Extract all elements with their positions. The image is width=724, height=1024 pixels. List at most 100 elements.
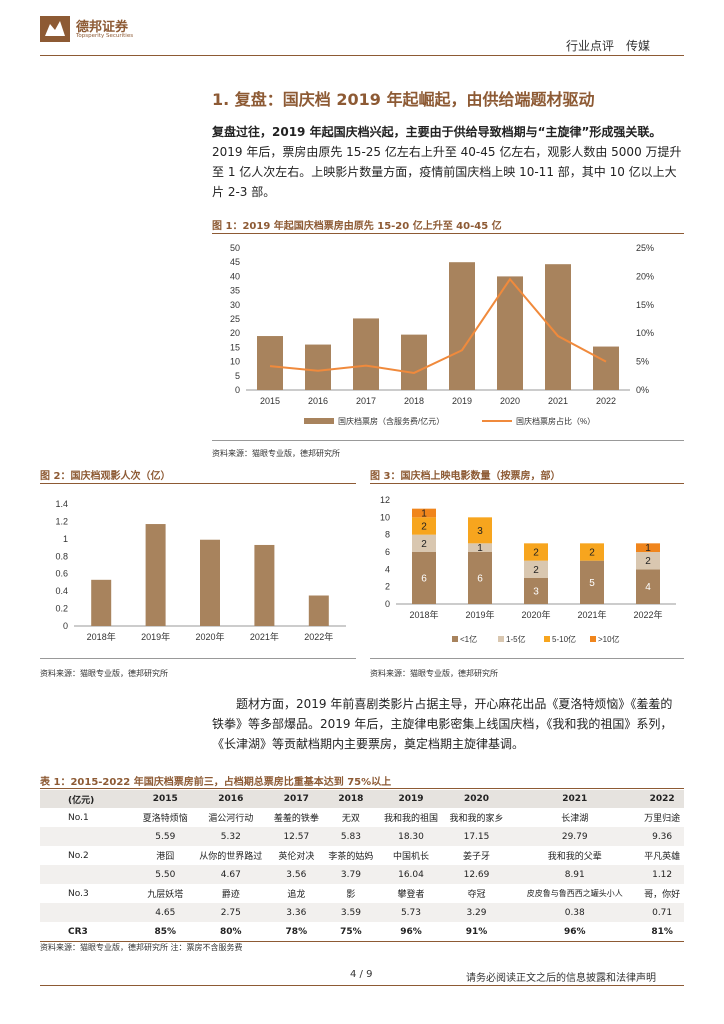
fig3-segment-label: 2 xyxy=(589,548,595,559)
fig3-y-tick-label: 0 xyxy=(385,599,390,609)
fig1-left-tick-label: 0 xyxy=(235,385,240,395)
table-cell: 91% xyxy=(465,926,488,937)
table-cell: 5.73 xyxy=(378,903,444,922)
fig3-segment-label: 3 xyxy=(533,587,539,598)
fig3-bar-segment xyxy=(412,534,436,552)
table-cell: 16.04 xyxy=(378,865,444,884)
fig1-x-tick-label: 2016 xyxy=(308,396,328,406)
table-cell: 从你的世界路过 xyxy=(199,852,263,862)
table-cell: 中国机长 xyxy=(392,852,429,862)
table-cell: 夏洛特烦恼 xyxy=(142,814,188,824)
fig3-segment-label: 2 xyxy=(421,539,427,550)
table-cell: 0.71 xyxy=(640,903,684,922)
fig2-bar xyxy=(145,524,166,626)
table-cell: 3.59 xyxy=(323,903,379,922)
fig3-legend-label: >10亿 xyxy=(598,634,620,644)
fig3-segment-label: 1 xyxy=(645,543,651,554)
fig3-bar-segment xyxy=(468,552,492,604)
fig2-bar xyxy=(254,544,275,626)
fig3-bar-segment xyxy=(636,552,660,570)
table-header-cell: 2018 xyxy=(323,790,379,808)
logo-text-en: Topsperity Securities xyxy=(76,33,134,39)
table-row-label: No.2 xyxy=(68,850,89,861)
table-header-cell: 2021 xyxy=(509,790,641,808)
fig3-segment-label: 1 xyxy=(477,543,483,554)
table-cell: 78% xyxy=(285,926,308,937)
table-cell: 姜子牙 xyxy=(462,852,490,862)
fig1-x-tick-label: 2015 xyxy=(260,396,280,406)
header-industry: 传媒 xyxy=(626,39,651,53)
fig3-legend-swatch xyxy=(498,636,504,642)
disclaimer: 请务必阅读正文之后的信息披露和法律声明 xyxy=(466,973,656,984)
header-divider xyxy=(40,55,684,56)
fig3-segment-label: 6 xyxy=(421,574,427,585)
table-cell: 皮皮鲁与鲁西西之罐头小人 xyxy=(526,888,623,898)
table-cell: 长津湖 xyxy=(561,814,589,824)
fig1-left-tick-label: 30 xyxy=(230,300,240,310)
fig3-caption-rule xyxy=(370,483,684,484)
fig2-y-tick-label: 1 xyxy=(63,534,68,544)
table-cell: 8.91 xyxy=(509,865,641,884)
table-cell: 4.65 xyxy=(138,903,193,922)
fig1-right-tick-label: 15% xyxy=(636,300,654,310)
table-cell: 我和我的祖国 xyxy=(383,814,438,824)
fig2-x-tick-label: 2022年 xyxy=(304,631,333,642)
table-row: CR3 85% 80% 78% 75% 96% 91% 96% 81% xyxy=(40,922,684,942)
table-cell: 2.75 xyxy=(192,903,270,922)
table-cell: 李茶的姑妈 xyxy=(328,852,374,862)
fig3-bar-segment xyxy=(524,560,548,578)
fig1-share-line xyxy=(269,277,607,374)
table-header-cell: 2015 xyxy=(138,790,193,808)
fig1-bar xyxy=(257,336,283,390)
table1: (亿元) 2015 2016 2017 2018 2019 2020 2021 2022 No.1… xyxy=(40,790,684,943)
fig3-y-tick-label: 4 xyxy=(385,564,390,574)
table-row-label xyxy=(40,903,138,922)
fig2-caption-rule xyxy=(40,483,356,484)
table-cell: 我和我的父辈 xyxy=(547,852,602,862)
fig2-chart: 0 0.2 0.4 0.6 0.8 1 1.2 1.4 2018年 2019年 2020年 2021年… xyxy=(55,499,346,642)
fig3-bar-segment xyxy=(412,552,436,604)
fig3-legend-swatch xyxy=(452,636,458,642)
table-header-row: (亿元) 2015 2016 2017 2018 2019 2020 2021 2022 xyxy=(40,790,684,808)
table-row-label: No.3 xyxy=(68,888,89,899)
logo xyxy=(40,16,70,42)
fig3-segment-label: 4 xyxy=(645,582,651,593)
table-header-cell: 2016 xyxy=(192,790,270,808)
table-cell: 85% xyxy=(154,926,177,937)
fig1-bar xyxy=(353,318,379,390)
fig2-source: 资料来源：猫眼专业版，德邦研究所 xyxy=(40,669,168,678)
fig1-bar xyxy=(305,344,331,390)
table-row: No.2 港囧 从你的世界路过 英伦对决 李茶的姑妈 中国机长 姜子牙 我和我的父辈 平凡英雄 xyxy=(40,846,684,865)
table-cell: 96% xyxy=(400,926,422,937)
fig1-left-tick-label: 50 xyxy=(230,243,240,253)
fig1-caption-rule xyxy=(212,233,684,234)
fig1-left-tick-label: 35 xyxy=(230,286,240,296)
table-cell: 夺冠 xyxy=(467,890,486,900)
table-cell: 5.83 xyxy=(323,827,379,846)
fig1-legend-bar: 国庆档票房（含服务费/亿元） xyxy=(338,416,444,426)
page-number: 4 / 9 xyxy=(350,969,373,980)
fig1-bar xyxy=(593,346,619,390)
table-cell: 追龙 xyxy=(287,890,306,900)
table-row-label: No.1 xyxy=(68,812,89,823)
fig3-x-tick-label: 2018年 xyxy=(409,609,438,620)
fig3-segment-label: 2 xyxy=(533,548,539,559)
table-row: 4.65 2.75 3.36 3.59 5.73 3.29 0.38 0.71 xyxy=(40,903,684,922)
table-cell: 我和我的家乡 xyxy=(449,814,504,824)
table-cell: 81% xyxy=(651,926,673,937)
fig1-left-tick-label: 15 xyxy=(230,342,240,352)
table1-source: 资料来源：猫眼专业版，德邦研究所 注：票房不含服务费 xyxy=(40,943,243,952)
fig1-x-tick-label: 2022 xyxy=(596,396,616,406)
fig1-left-tick-label: 20 xyxy=(230,328,240,338)
footer-divider xyxy=(40,985,684,986)
fig1-left-tick-label: 10 xyxy=(230,357,240,367)
fig2-bar xyxy=(200,539,220,626)
fig3-legend-swatch xyxy=(544,636,550,642)
table-header-cell: 2019 xyxy=(378,790,444,808)
paragraph-1-body: 2019 年后，票房由原先 15-25 亿左右上升至 40-45 亿左右，观影人… xyxy=(212,145,682,199)
table-cell: 平凡英雄 xyxy=(644,852,681,862)
table-cell: 12.57 xyxy=(269,827,324,846)
table-header-cell: 2017 xyxy=(269,790,324,808)
fig1-x-tick-label: 2017 xyxy=(356,396,376,406)
fig1-source: 资料来源：猫眼专业版，德邦研究所 xyxy=(212,449,340,458)
